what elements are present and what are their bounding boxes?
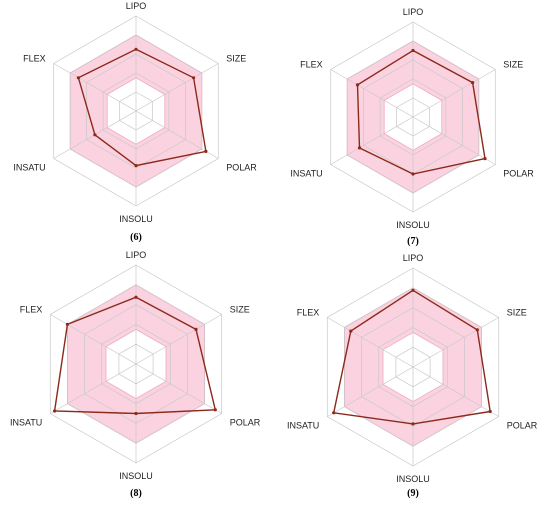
spoke-polar [412, 116, 496, 165]
data-point-polar [483, 157, 487, 161]
axis-label-lipo: LIPO [126, 250, 147, 260]
data-point-flex [355, 83, 360, 87]
panel-label: (6) [130, 232, 142, 243]
radar-chart-2: LIPO SIZE POLAR INSOLU INSATU FLEX (7) [290, 7, 534, 247]
panel-label: (8) [130, 488, 142, 499]
axis-label-insolu: INSOLU [119, 214, 153, 224]
axis-label-size: SIZE [507, 308, 527, 318]
data-point-size [192, 76, 196, 80]
panel-label: (7) [407, 236, 419, 247]
axis-label-polar: POLAR [503, 169, 534, 179]
spoke-polar [412, 366, 499, 417]
data-point-insolu [411, 172, 415, 176]
axis-label-insatu: INSATU [13, 163, 45, 173]
axis-label-flex: FLEX [297, 308, 320, 318]
data-point-insolu [411, 422, 415, 426]
axis-label-size: SIZE [226, 54, 246, 64]
data-point-lipo [411, 288, 415, 292]
data-point-size [194, 327, 198, 331]
data-point-polar [204, 149, 208, 153]
axis-label-size: SIZE [503, 60, 523, 70]
spoke-flex [330, 69, 414, 118]
axis-label-flex: FLEX [20, 305, 43, 315]
data-point-polar [213, 408, 217, 412]
data-point-flex [76, 76, 80, 80]
data-point-size [475, 328, 479, 332]
data-point-insatu [93, 133, 97, 137]
data-point-flex [65, 322, 69, 326]
axis-label-flex: FLEX [300, 60, 323, 70]
radar-chart-3: LIPO SIZE POLAR INSOLU INSATU FLEX (8) [10, 250, 261, 499]
data-point-insatu [53, 409, 57, 413]
axis-label-size: SIZE [230, 305, 250, 315]
panel-label: (9) [407, 488, 419, 499]
data-point-polar [488, 409, 492, 414]
data-point-lipo [134, 295, 138, 299]
axis-label-insolu: INSOLU [396, 220, 430, 230]
axis-label-lipo: LIPO [403, 7, 424, 17]
data-point-insatu [332, 411, 336, 415]
axis-label-polar: POLAR [507, 421, 538, 431]
axis-label-polar: POLAR [226, 163, 257, 173]
spoke-polar [135, 363, 222, 414]
data-point-insolu [134, 411, 138, 416]
spoke-insatu [330, 116, 414, 165]
axis-label-insatu: INSATU [287, 421, 319, 431]
axis-label-insolu: INSOLU [119, 471, 153, 481]
spoke-size [412, 317, 499, 368]
data-point-lipo [411, 48, 415, 53]
radar-chart-4: LIPO SIZE POLAR INSOLU INSATU FLEX (9) [287, 253, 538, 499]
data-point-flex [349, 329, 353, 333]
data-point-insolu [134, 164, 138, 168]
data-point-lipo [134, 47, 138, 51]
axis-label-insatu: INSATU [290, 169, 322, 179]
spoke-flex [50, 314, 137, 365]
spoke-insatu [50, 363, 137, 414]
axis-label-flex: FLEX [23, 54, 46, 64]
axis-label-lipo: LIPO [126, 1, 147, 11]
axis-label-lipo: LIPO [403, 253, 424, 263]
axis-label-polar: POLAR [230, 418, 261, 428]
axis-label-insatu: INSATU [10, 418, 42, 428]
spoke-flex [327, 317, 414, 368]
spoke-size [135, 63, 219, 112]
spoke-flex [53, 63, 137, 112]
spoke-size [135, 314, 222, 365]
data-point-size [471, 81, 475, 85]
axis-label-insolu: INSOLU [396, 474, 430, 484]
spoke-size [412, 69, 496, 118]
radar-chart-1: LIPO SIZE POLAR INSOLU INSATU FLEX (6) [13, 1, 257, 243]
data-point-insatu [357, 146, 362, 150]
spoke-insatu [327, 366, 414, 417]
